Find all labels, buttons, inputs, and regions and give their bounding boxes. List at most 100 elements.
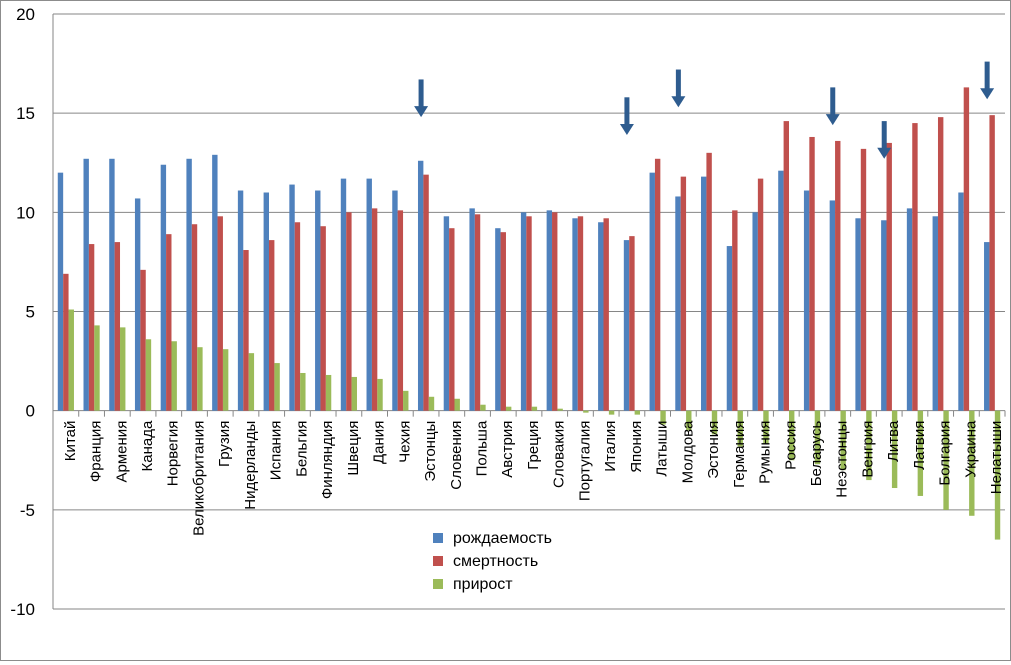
bar-смертность (654, 158, 661, 411)
x-tick-label: Россия (782, 421, 799, 470)
x-tick-label: Италия (602, 421, 619, 472)
bar-прирост (274, 363, 280, 411)
bar-прирост (608, 410, 615, 415)
bar-смертность (88, 244, 95, 411)
bar-рождаемость (855, 218, 861, 411)
bar-смертность (912, 123, 918, 411)
x-tick-label: Словакия (551, 421, 568, 488)
bar-смертность (860, 148, 867, 411)
arrow-down-icon (877, 121, 892, 159)
x-tick-label: Франция (88, 421, 105, 482)
bar-смертность (886, 142, 892, 411)
bar-смертность (552, 212, 558, 411)
bar-смертность (963, 87, 970, 411)
bar-прирост (197, 347, 203, 411)
bar-прирост (583, 410, 589, 413)
x-tick-label: Эстония (705, 421, 722, 479)
bar-рождаемость (958, 192, 964, 411)
bar-смертность (680, 176, 687, 411)
bar-рождаемость (752, 212, 758, 411)
bar-прирост (686, 410, 692, 431)
y-tick-label: -10 (10, 600, 35, 619)
bar-смертность (294, 222, 301, 411)
x-tick-label: Неэстонцы (834, 421, 851, 498)
x-tick-label: Латвия (911, 421, 928, 470)
legend-label: рождаемость (453, 530, 552, 547)
bar-прирост (660, 410, 666, 425)
x-tick-label: Нидерланды (242, 421, 259, 510)
bar-прирост (428, 396, 435, 411)
arrow-down-icon (414, 79, 429, 118)
bar-прирост (917, 410, 924, 496)
bar-прирост (557, 408, 563, 411)
bar-рождаемость (572, 218, 578, 411)
bar-рождаемость (186, 158, 192, 411)
bar-смертность (371, 208, 378, 411)
legend-entry: смертность (433, 553, 538, 570)
bar-прирост (248, 353, 255, 411)
bar-прирост (454, 398, 460, 411)
bar-прирост (969, 410, 975, 516)
legend-swatch (433, 579, 443, 589)
bar-рождаемость (340, 178, 347, 411)
arrow-down-icon (619, 97, 634, 135)
bar-рождаемость (417, 160, 424, 411)
bar-смертность (835, 140, 841, 411)
bar-прирост (377, 378, 383, 411)
bar-смертность (629, 236, 635, 411)
x-tick-label: Литва (885, 420, 902, 462)
bar-рождаемость (366, 178, 372, 411)
bar-рождаемость (701, 176, 707, 411)
bar-рождаемость (623, 240, 630, 411)
bar-прирост (634, 410, 641, 415)
bar-рождаемость (57, 172, 64, 411)
bar-рождаемость (932, 216, 938, 411)
bar-прирост (994, 410, 1001, 540)
bar-рождаемость (443, 216, 450, 411)
x-tick-label: Великобритания (190, 421, 207, 536)
arrow-down-icon (825, 87, 840, 126)
bar-рождаемость (289, 184, 295, 411)
bar-смертность (783, 121, 789, 411)
bar-смертность (474, 214, 481, 411)
x-tick-label: Китай (62, 421, 79, 462)
bar-прирост (788, 410, 795, 461)
x-tick-label: Польша (474, 420, 491, 476)
bar-прирост (737, 410, 743, 447)
bar-смертность (809, 136, 815, 411)
axes (52, 14, 1006, 609)
bar-смертность (166, 234, 172, 411)
x-tick-label: Латыши (654, 421, 671, 477)
x-tick-label: Нелатыши (988, 421, 1005, 495)
x-tick-label: Словения (448, 421, 465, 490)
x-tick-label: Германия (731, 421, 748, 488)
bar-рождаемость (829, 200, 836, 411)
bar-прирост (68, 309, 74, 411)
bar-смертность (989, 115, 995, 411)
bar-прирост (505, 406, 512, 411)
bar-прирост (222, 349, 229, 411)
bar-прирост (814, 410, 821, 465)
bar-рождаемость (803, 190, 810, 411)
x-tick-label: Украина (962, 420, 979, 478)
y-tick-label: -5 (20, 501, 35, 520)
bar-смертность (320, 226, 326, 411)
legend-swatch (433, 556, 443, 566)
x-tick-label: Бельгия (293, 421, 310, 477)
bars (57, 87, 1001, 540)
bar-рождаемость (906, 208, 913, 411)
bar-рождаемость (546, 210, 553, 411)
bar-смертность (603, 218, 609, 411)
x-tick-label: Беларусь (808, 420, 825, 486)
x-tick-label: Япония (628, 421, 645, 473)
bar-смертность (449, 228, 455, 411)
bar-прирост (94, 325, 100, 411)
bar-рождаемость (881, 220, 887, 411)
x-tick-label: Венгрия (859, 421, 876, 478)
bar-рождаемость (649, 172, 655, 411)
bar-рождаемость (726, 246, 733, 411)
x-tick-label: Армения (113, 421, 130, 483)
bar-рождаемость (778, 170, 784, 411)
bar-смертность (63, 273, 69, 411)
